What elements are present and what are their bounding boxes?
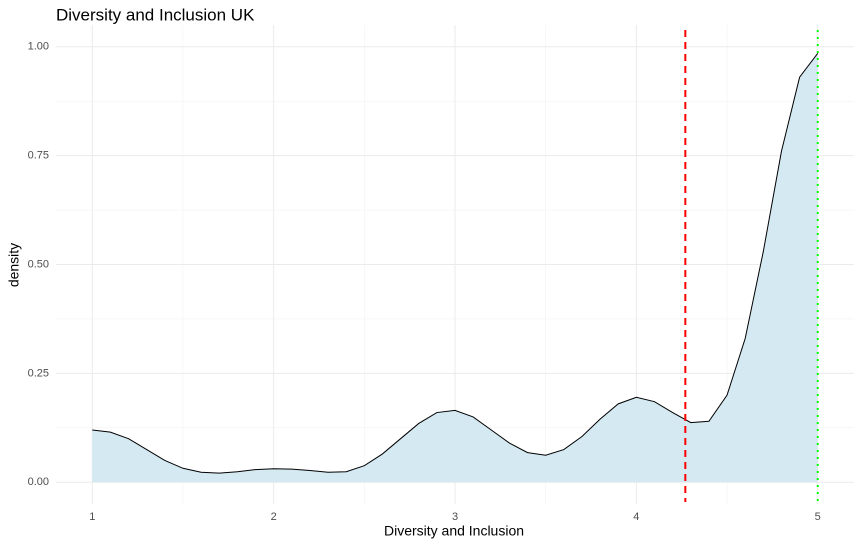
x-axis-title: Diversity and Inclusion [384,523,524,539]
x-tick-label: 4 [633,511,639,523]
x-tick-label: 2 [271,511,277,523]
x-tick-label: 1 [89,511,95,523]
y-tick-label: 0.00 [28,476,49,488]
y-tick-label: 0.50 [28,258,49,270]
y-axis-title: density [6,243,22,287]
density-area [92,53,818,483]
chart-title: Diversity and Inclusion UK [56,5,255,24]
y-tick-label: 0.75 [28,150,49,162]
y-tick-label: 0.25 [28,367,49,379]
y-tick-label: 1.00 [28,41,49,53]
x-tick-label: 3 [452,511,458,523]
density-line [92,53,819,474]
x-tick-label: 5 [815,511,821,523]
